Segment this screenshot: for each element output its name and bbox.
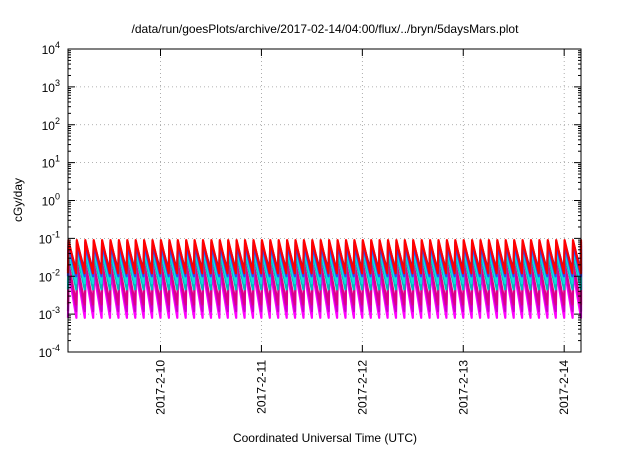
y-tick-label: 101 — [42, 154, 60, 171]
x-tick-label: 2017-2-14 — [557, 360, 571, 415]
x-tick-label: 2017-2-13 — [456, 360, 470, 415]
y-tick-label: 100 — [42, 192, 60, 209]
x-axis: 2017-2-10 2017-2-11 2017-2-12 2017-2-13 2017… — [154, 49, 571, 415]
chart-title: /data/run/goesPlots/archive/2017-02-14/0… — [132, 22, 520, 36]
x-tick-label: 2017-2-11 — [254, 360, 268, 414]
x-tick-label: 2017-2-10 — [154, 360, 168, 415]
y-tick-label: 10-4 — [39, 343, 60, 360]
y-tick-label: 10-2 — [39, 267, 60, 284]
y-tick-label: 10-3 — [39, 305, 60, 322]
y-tick-label: 103 — [42, 78, 60, 95]
x-tick-label: 2017-2-12 — [355, 360, 369, 415]
y-tick-label: 104 — [42, 40, 60, 57]
x-axis-label: Coordinated Universal Time (UTC) — [233, 431, 417, 445]
y-tick-label: 102 — [42, 116, 60, 133]
y-axis-label: cGy/day — [11, 178, 25, 222]
y-tick-label: 10-1 — [39, 229, 60, 246]
y-axis: 10-4 10-3 10-2 10-1 100 101 102 103 104 — [39, 40, 581, 360]
series-line — [66, 239, 583, 275]
series-layer — [66, 239, 583, 319]
